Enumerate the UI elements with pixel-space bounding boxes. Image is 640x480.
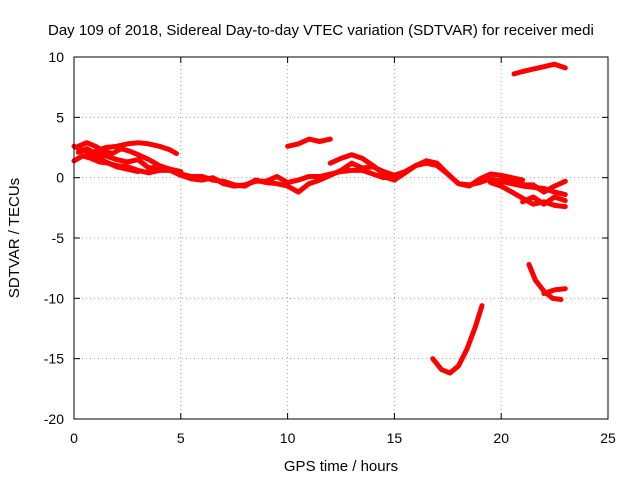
x-tick-label: 5 <box>177 430 185 446</box>
chart-title: Day 109 of 2018, Sidereal Day-to-day VTE… <box>48 22 594 39</box>
x-tick-label: 0 <box>70 430 78 446</box>
x-tick-label: 20 <box>493 430 509 446</box>
series-track-5 <box>92 140 179 156</box>
data-series <box>71 61 568 376</box>
y-tick-label: -15 <box>44 351 64 367</box>
series-track-4 <box>75 140 184 175</box>
series-track-15 <box>430 303 485 376</box>
y-tick-label: 10 <box>48 49 64 65</box>
series-track-3 <box>75 146 568 198</box>
y-tick-label: -10 <box>44 290 64 306</box>
x-tick-label: 25 <box>600 430 616 446</box>
series-track-7 <box>327 152 387 177</box>
x-axis-label: GPS time / hours <box>284 458 398 475</box>
x-tick-label: 10 <box>280 430 296 446</box>
grid-lines <box>74 57 608 419</box>
x-tick-label: 15 <box>387 430 403 446</box>
y-tick-label: 0 <box>56 170 64 186</box>
y-tick-label: 5 <box>56 109 64 125</box>
series-track-12 <box>511 61 568 77</box>
series-track-10 <box>498 174 568 195</box>
series-track-11 <box>520 194 568 207</box>
y-ticks: -20 -15 -10 -5 0 5 10 <box>44 49 608 427</box>
series-track-6 <box>285 136 333 149</box>
x-ticks: 0 5 10 15 20 25 <box>70 57 616 446</box>
y-axis-label: SDTVAR / TECUs <box>6 178 23 298</box>
y-tick-label: -5 <box>52 230 65 246</box>
y-tick-label: -20 <box>44 411 64 427</box>
series-track-14 <box>541 286 568 296</box>
